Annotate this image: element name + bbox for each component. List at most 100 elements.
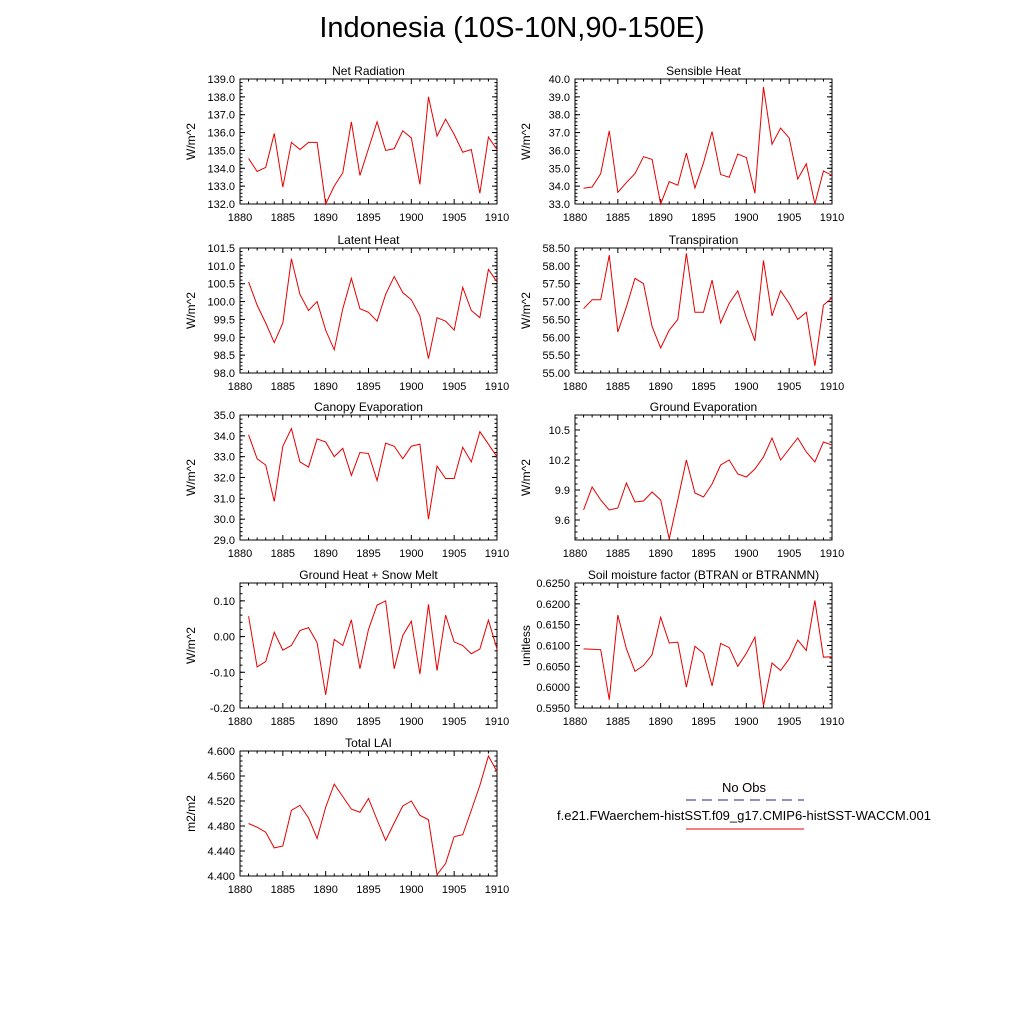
- y-tick-label: 4.520: [207, 796, 235, 808]
- y-tick-label: 33.0: [549, 199, 570, 211]
- x-tick-label: 1885: [271, 716, 295, 728]
- x-tick-label: 1880: [228, 212, 252, 224]
- y-tick-label: 56.50: [542, 314, 570, 326]
- x-tick-label: 1885: [606, 381, 630, 393]
- panel-3: Latent Heat W/m^2 1880 1885 1890 1895 1900 1905…: [184, 233, 509, 393]
- y-axis-label: W/m^2: [184, 459, 198, 496]
- y-tick-label: 0.00: [214, 632, 235, 644]
- y-tick-label: 39.0: [549, 92, 570, 104]
- panel-2: Sensible Heat W/m^2 1880 1885 1890 1895 1900 19…: [519, 64, 844, 224]
- plot-frame: [239, 582, 498, 709]
- y-tick-label: 9.9: [555, 485, 570, 497]
- y-tick-label: 0.10: [214, 596, 235, 608]
- panel-title: Ground Evaporation: [650, 400, 757, 414]
- series-line: [583, 600, 833, 707]
- plot-frame: [574, 582, 833, 709]
- x-tick-label: 1900: [399, 212, 423, 224]
- y-tick-label: 33.0: [214, 452, 235, 464]
- y-tick-label: 98.0: [214, 368, 235, 380]
- y-tick-label: 10.2: [549, 455, 570, 467]
- y-tick-label: 35.0: [214, 410, 235, 422]
- y-tick-label: 4.480: [207, 821, 235, 833]
- x-tick-label: 1880: [228, 716, 252, 728]
- x-tick-label: 1895: [691, 548, 715, 560]
- x-tick-label: 1900: [734, 212, 758, 224]
- x-tick-label: 1880: [563, 381, 587, 393]
- x-tick-label: 1880: [228, 884, 252, 896]
- y-tick-label: 30.0: [214, 514, 235, 526]
- series-line: [248, 600, 498, 695]
- x-tick-label: 1910: [485, 716, 509, 728]
- page-title: Indonesia (10S-10N,90-150E): [319, 12, 705, 44]
- y-tick-label: 0.6200: [536, 599, 570, 611]
- y-tick-label: 100.5: [207, 279, 235, 291]
- y-tick-label: 100.0: [207, 297, 235, 309]
- x-tick-label: 1905: [777, 212, 801, 224]
- y-tick-label: 9.6: [555, 515, 570, 527]
- y-tick-label: 101.0: [207, 261, 235, 273]
- x-tick-label: 1900: [734, 716, 758, 728]
- x-tick-label: 1905: [777, 548, 801, 560]
- panel-title: Sensible Heat: [666, 64, 741, 78]
- y-tick-label: 132.0: [207, 199, 235, 211]
- series-line: [248, 96, 498, 206]
- legend: No Obs f.e21.FWaerchem-histSST.f09_g17.C…: [557, 780, 931, 830]
- x-tick-label: 1895: [691, 716, 715, 728]
- x-tick-label: 1885: [606, 716, 630, 728]
- y-axis-label: W/m^2: [184, 292, 198, 329]
- panel-title: Soil moisture factor (BTRAN or BTRANMN): [588, 568, 819, 582]
- x-tick-label: 1910: [485, 884, 509, 896]
- series-line: [248, 754, 498, 876]
- y-tick-label: 4.560: [207, 771, 235, 783]
- x-tick-label: 1910: [820, 381, 844, 393]
- panel-title: Latent Heat: [337, 233, 400, 247]
- y-tick-label: 37.0: [549, 128, 570, 140]
- x-tick-label: 1910: [485, 548, 509, 560]
- y-tick-label: 4.600: [207, 746, 235, 758]
- series-line: [583, 253, 833, 366]
- panel-6: Ground Evaporation W/m^2 1880 1885 1890 1895 1…: [519, 400, 844, 560]
- x-tick-label: 1900: [399, 381, 423, 393]
- y-axis-label: W/m^2: [519, 123, 533, 160]
- y-tick-label: 98.5: [214, 350, 235, 362]
- x-tick-label: 1905: [442, 716, 466, 728]
- x-tick-label: 1895: [356, 212, 380, 224]
- y-axis-label: unitless: [519, 625, 533, 666]
- x-tick-label: 1895: [356, 884, 380, 896]
- plot-frame: [239, 414, 498, 541]
- y-tick-label: 0.6150: [536, 620, 570, 632]
- series-line: [583, 436, 833, 540]
- y-tick-label: 10.5: [549, 425, 570, 437]
- y-axis-label: m2/m2: [184, 795, 198, 832]
- panel-1: Net Radiation W/m^2 1880 1885 1890 1895 1900 19…: [184, 64, 509, 224]
- y-tick-label: 29.0: [214, 535, 235, 547]
- y-tick-label: 40.0: [549, 74, 570, 86]
- x-tick-label: 1895: [356, 381, 380, 393]
- plot-frame: [239, 78, 498, 205]
- x-tick-label: 1900: [734, 548, 758, 560]
- y-tick-label: 0.6000: [536, 682, 570, 694]
- y-axis-label: W/m^2: [184, 627, 198, 664]
- y-tick-label: 4.400: [207, 871, 235, 883]
- x-tick-label: 1890: [313, 212, 337, 224]
- panel-7: Ground Heat + Snow Melt W/m^2 1880 1885 1890…: [184, 568, 509, 728]
- x-tick-label: 1905: [777, 381, 801, 393]
- x-tick-label: 1885: [271, 212, 295, 224]
- y-tick-label: 57.50: [542, 279, 570, 291]
- x-tick-label: 1900: [734, 381, 758, 393]
- x-tick-label: 1910: [485, 212, 509, 224]
- y-tick-label: 58.50: [542, 243, 570, 255]
- y-axis-label: W/m^2: [184, 123, 198, 160]
- x-tick-label: 1890: [648, 381, 672, 393]
- y-tick-label: 99.5: [214, 314, 235, 326]
- legend-obs-label: No Obs: [722, 780, 767, 795]
- x-tick-label: 1880: [228, 548, 252, 560]
- x-tick-label: 1890: [648, 548, 672, 560]
- x-tick-label: 1900: [399, 548, 423, 560]
- panel-9: Total LAI m2/m2 1880 1885 1890 1895 1900 1905 19…: [184, 736, 509, 896]
- y-tick-label: 135.0: [207, 145, 235, 157]
- series-line: [583, 86, 833, 206]
- panel-title: Canopy Evaporation: [314, 400, 423, 414]
- y-tick-label: 55.00: [542, 368, 570, 380]
- x-tick-label: 1890: [648, 212, 672, 224]
